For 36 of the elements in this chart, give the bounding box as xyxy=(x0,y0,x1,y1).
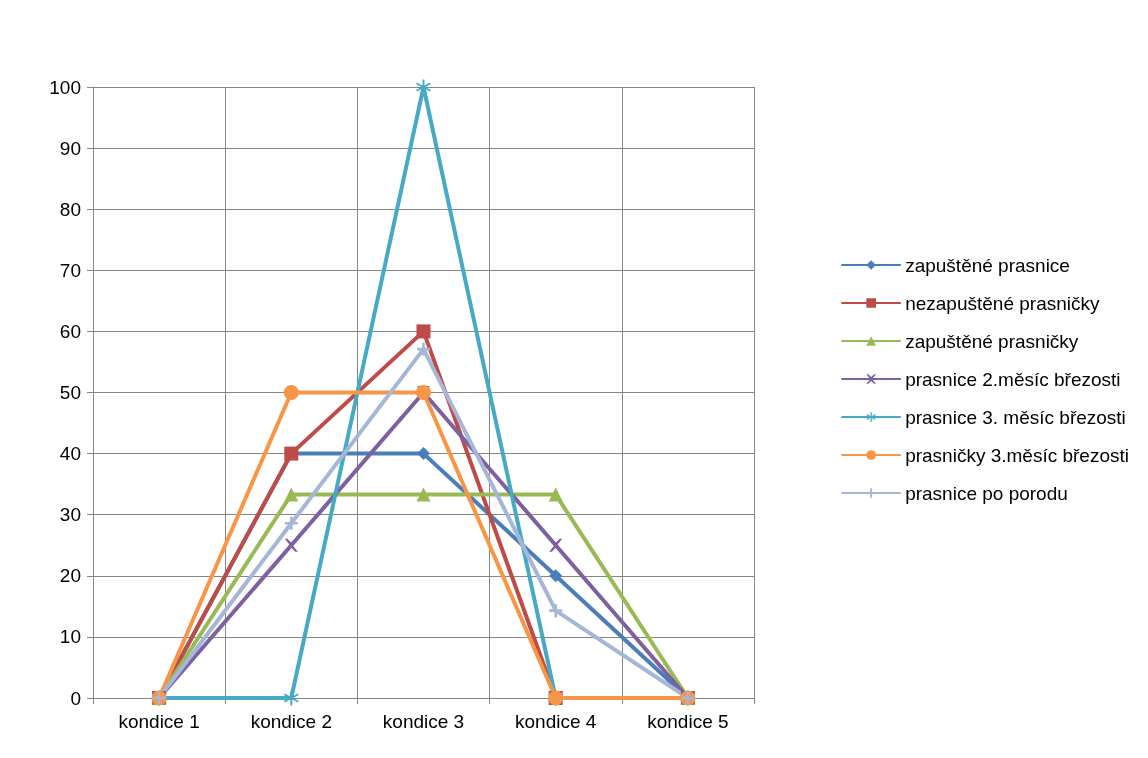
x-tick-label: kondice 3 xyxy=(382,711,465,732)
y-tick-label: 30 xyxy=(59,504,81,526)
legend-label: prasnice 3. měsíc březosti xyxy=(905,406,1126,428)
legend-label: prasnice 2.měsíc březosti xyxy=(905,368,1121,390)
y-tick-label: 40 xyxy=(59,443,81,465)
point xyxy=(284,487,299,502)
legend-label: prasnice po porodu xyxy=(905,482,1068,504)
point xyxy=(417,342,430,356)
legend-label: zapuštěné prasničky xyxy=(905,330,1079,352)
point xyxy=(549,604,563,618)
point xyxy=(283,385,299,400)
y-tick-label: 100 xyxy=(49,76,81,98)
point xyxy=(549,569,563,583)
legend-label: nezapuštěné prasničky xyxy=(905,292,1100,314)
point xyxy=(417,447,430,461)
x-tick-label: kondice 2 xyxy=(250,711,332,732)
point xyxy=(284,538,298,552)
x-tick-label: kondice 4 xyxy=(515,711,597,732)
y-tick-label: 90 xyxy=(59,137,81,159)
point xyxy=(548,487,563,502)
y-tick-label: 0 xyxy=(70,687,81,709)
x-tick-label: kondice 1 xyxy=(118,711,200,732)
y-tick-label: 80 xyxy=(59,198,81,220)
point xyxy=(416,487,431,502)
point xyxy=(284,516,298,530)
legend-label: zapuštěné prasnice xyxy=(905,254,1070,276)
y-tick-label: 20 xyxy=(59,565,81,587)
point xyxy=(549,538,563,552)
point xyxy=(416,324,431,339)
x-tick-label: kondice 5 xyxy=(647,711,729,732)
y-tick-label: 60 xyxy=(59,320,81,342)
y-tick-label: 50 xyxy=(59,382,81,403)
y-tick-label: 10 xyxy=(59,626,81,648)
legend-label: prasničky 3.měsíc březosti xyxy=(905,444,1130,466)
point xyxy=(283,690,299,706)
y-tick-label: 70 xyxy=(59,259,81,281)
